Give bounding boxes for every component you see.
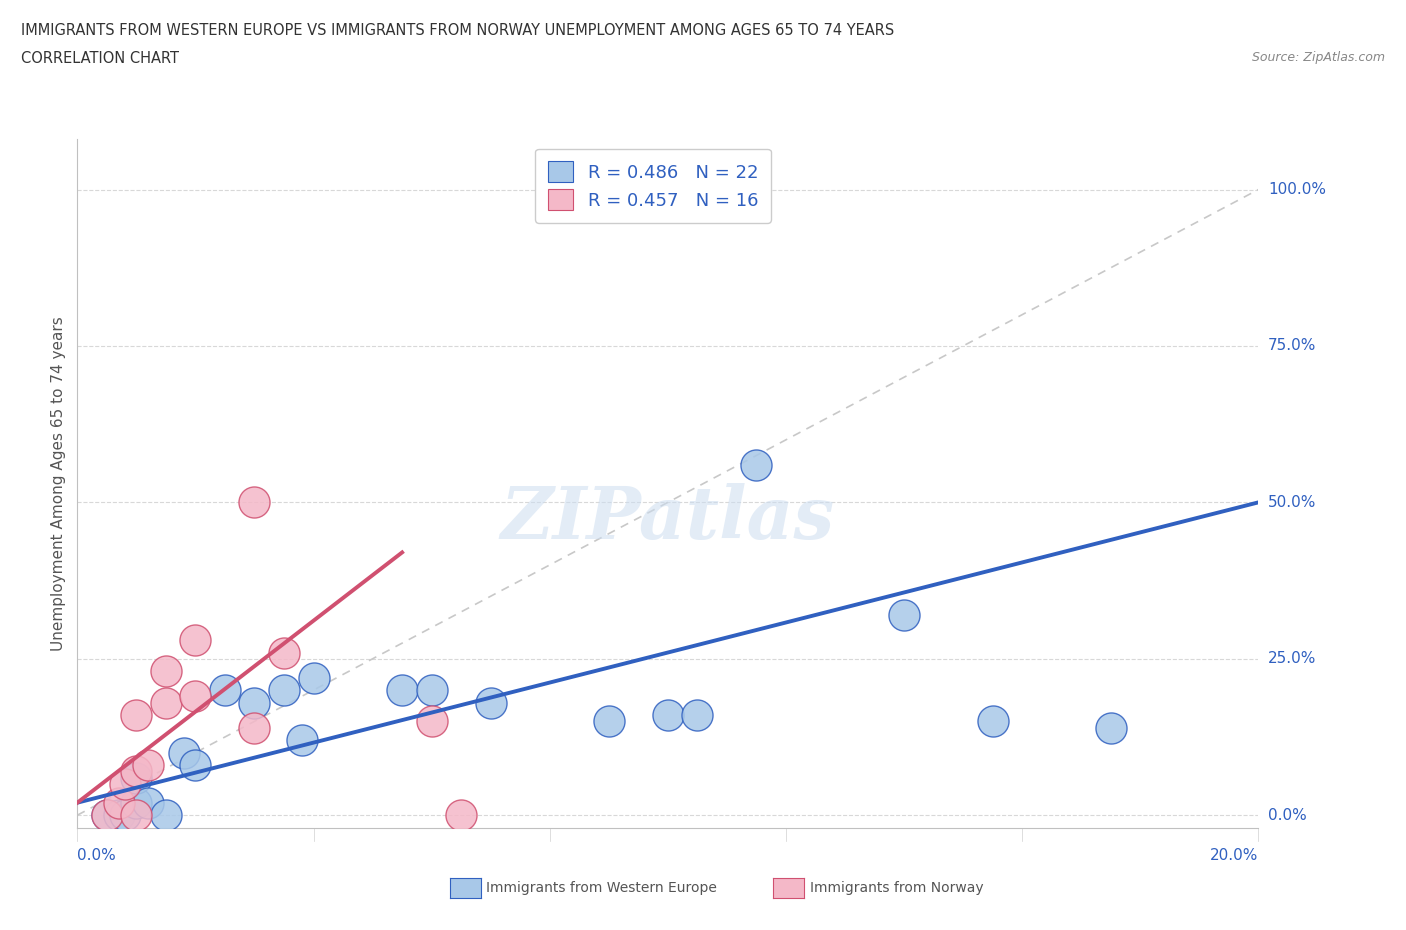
Point (302, 671, 325, 685)
Point (184, 632, 207, 647)
Point (125, 764, 148, 778)
Point (184, 689, 207, 704)
Text: Source: ZipAtlas.com: Source: ZipAtlas.com (1251, 51, 1385, 64)
Point (598, 714, 620, 729)
Point (479, 695, 502, 710)
Point (291, 733, 314, 748)
Legend: R = 0.486   N = 22, R = 0.457   N = 16: R = 0.486 N = 22, R = 0.457 N = 16 (536, 149, 770, 223)
Text: 0.0%: 0.0% (1268, 807, 1308, 823)
Point (1099, 720, 1122, 735)
Point (745, 458, 768, 472)
Point (114, 808, 136, 823)
Point (686, 708, 709, 723)
Text: 100.0%: 100.0% (1268, 182, 1326, 197)
Point (155, 695, 177, 710)
Point (125, 708, 148, 723)
Text: ZIPatlas: ZIPatlas (501, 483, 835, 553)
Point (184, 758, 207, 773)
Point (273, 645, 295, 660)
Text: CORRELATION CHART: CORRELATION CHART (21, 51, 179, 66)
Point (420, 683, 443, 698)
Point (155, 808, 177, 823)
Point (107, 808, 129, 823)
Point (657, 708, 679, 723)
Point (125, 808, 148, 823)
Point (96, 808, 118, 823)
Point (243, 720, 266, 735)
Y-axis label: Unemployment Among Ages 65 to 74 years: Unemployment Among Ages 65 to 74 years (51, 316, 66, 651)
Point (136, 758, 159, 773)
Text: 20.0%: 20.0% (1211, 848, 1258, 863)
Point (893, 607, 915, 622)
Text: 25.0%: 25.0% (1268, 651, 1316, 666)
Point (114, 777, 136, 791)
Text: Immigrants from Norway: Immigrants from Norway (810, 881, 983, 896)
Text: 0.0%: 0.0% (77, 848, 117, 863)
Point (155, 664, 177, 679)
Point (273, 683, 295, 698)
Point (420, 714, 443, 729)
Point (125, 770, 148, 785)
Point (450, 808, 472, 823)
Text: 50.0%: 50.0% (1268, 495, 1316, 510)
Point (243, 495, 266, 510)
Point (214, 683, 236, 698)
Point (136, 795, 159, 810)
Point (391, 683, 413, 698)
Text: Immigrants from Western Europe: Immigrants from Western Europe (486, 881, 717, 896)
Point (173, 745, 195, 760)
Point (96, 808, 118, 823)
Text: 75.0%: 75.0% (1268, 339, 1316, 353)
Point (981, 714, 1004, 729)
Point (125, 795, 148, 810)
Text: IMMIGRANTS FROM WESTERN EUROPE VS IMMIGRANTS FROM NORWAY UNEMPLOYMENT AMONG AGES: IMMIGRANTS FROM WESTERN EUROPE VS IMMIGR… (21, 23, 894, 38)
Point (107, 795, 129, 810)
Point (243, 695, 266, 710)
